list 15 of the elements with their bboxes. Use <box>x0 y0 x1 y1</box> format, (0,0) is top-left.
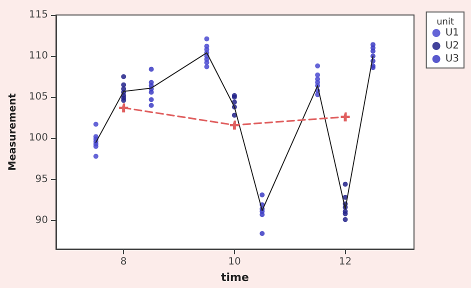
y-tick-label: 110 <box>28 50 48 62</box>
legend-label: U3 <box>445 54 460 64</box>
y-tick-label: 90 <box>35 214 48 226</box>
x-tick-label: 8 <box>120 256 127 268</box>
x-tick-label: 10 <box>228 256 241 268</box>
legend-title: unit <box>436 18 454 28</box>
y-axis-title: Measurement <box>8 93 18 171</box>
x-tick-label: 12 <box>338 256 352 268</box>
x-axis-title: time <box>221 271 249 284</box>
y-tick-label: 100 <box>28 132 48 144</box>
y-tick-label: 115 <box>28 10 48 20</box>
y-tick-label: 95 <box>35 174 48 185</box>
legend-label: U1 <box>445 28 460 38</box>
y-tick-label: 105 <box>28 92 48 103</box>
legend-label: U2 <box>445 40 460 52</box>
